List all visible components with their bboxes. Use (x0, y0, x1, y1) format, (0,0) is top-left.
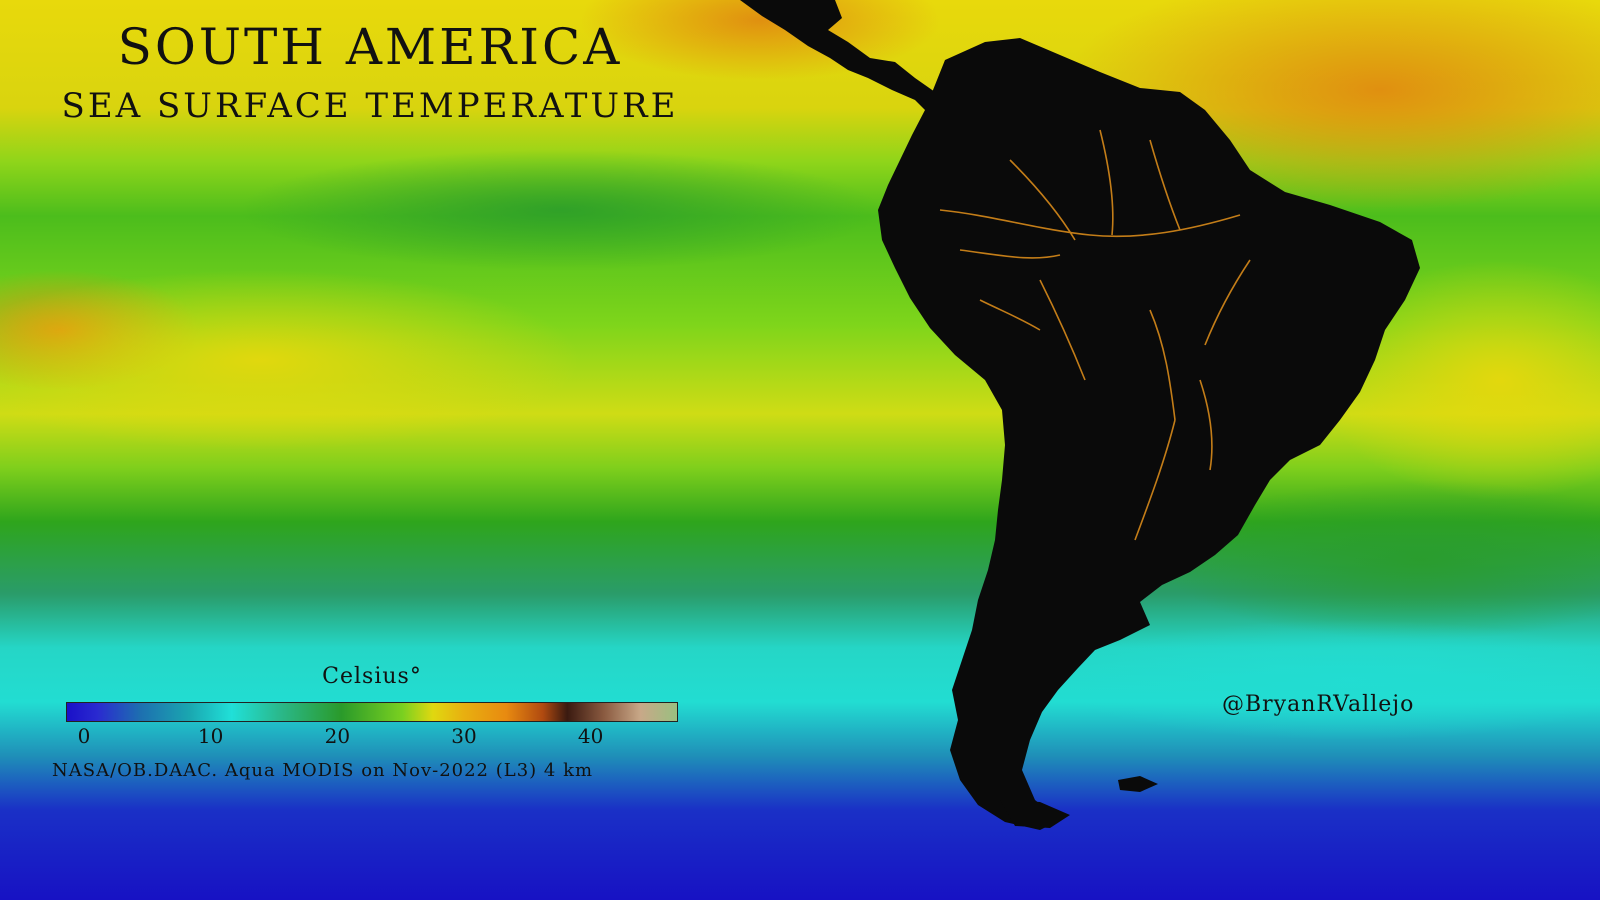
colorbar-tick-label: 0 (77, 724, 91, 748)
temperate-band-atlantic (1160, 480, 1600, 640)
equatorial-cool-tongue (240, 150, 880, 270)
colorbar-tick-label: 10 (197, 724, 224, 748)
tierra-del-fuego (1000, 800, 1070, 828)
colorbar-tick-label: 20 (324, 724, 351, 748)
map-title: SOUTH AMERICA (117, 18, 623, 76)
river-network (939, 129, 1251, 541)
south-america-landmass (878, 38, 1420, 830)
cool-band-atlantic (1050, 620, 1600, 740)
central-america-landmass (740, 0, 948, 120)
colorbar-tick-label: 40 (577, 724, 604, 748)
author-credit: @BryanRVallejo (1222, 692, 1415, 717)
legend-unit-label: Celsius° (322, 664, 422, 689)
temperature-colorbar (66, 702, 678, 722)
map-subtitle: SEA SURFACE TEMPERATURE (61, 86, 679, 126)
colorbar-tick-label: 30 (451, 724, 477, 748)
tropical-band-pacific (0, 270, 580, 450)
data-source-note: NASA/OB.DAAC. Aqua MODIS on Nov-2022 (L3… (52, 760, 594, 781)
falkland-islands (1118, 776, 1158, 792)
